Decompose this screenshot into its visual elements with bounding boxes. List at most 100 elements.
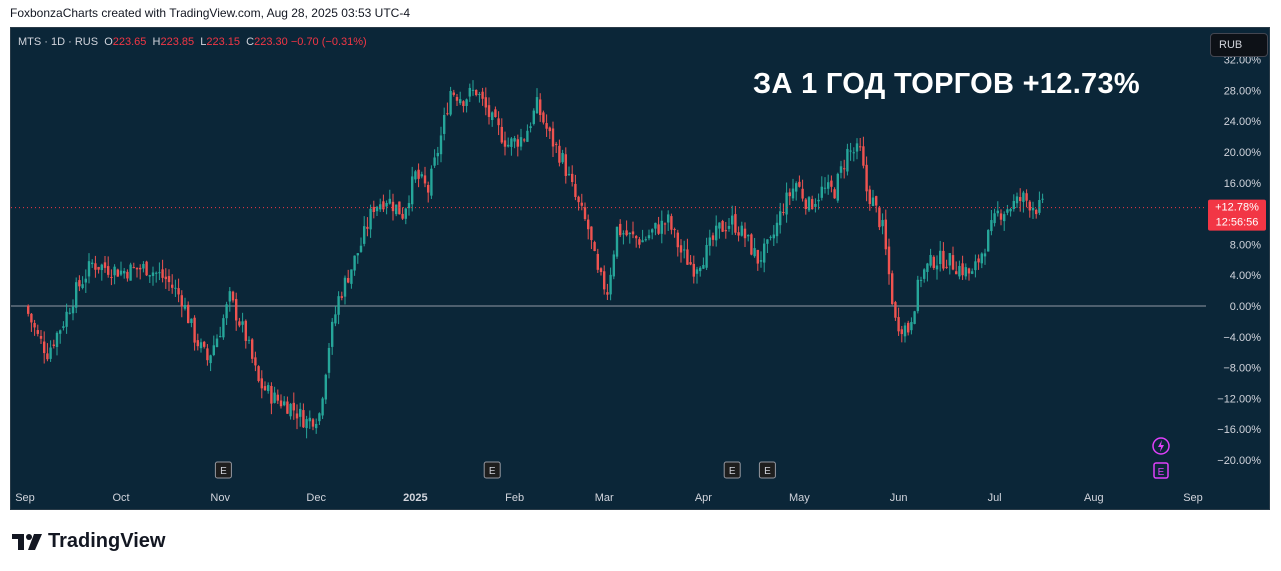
candle-body [644,239,647,241]
candle-body [932,256,935,268]
candle-body [686,249,689,265]
candle-body [593,242,596,252]
candle-body [484,97,487,108]
candle-body [958,266,961,277]
candle-body [855,143,859,152]
candle-body [516,139,519,147]
candle-body [967,268,971,274]
candle-body [46,353,49,360]
candle-body [558,145,561,163]
candle-body [1015,196,1019,204]
candle-body [257,366,260,381]
candle-body [33,322,36,328]
candle-body [935,265,939,270]
candle-body [951,255,955,270]
tradingview-brand: TradingView [48,530,166,552]
candle-body [590,226,593,241]
candle-body [689,262,692,265]
candle-body [1041,198,1044,200]
candle-body [430,168,433,196]
candle-body [113,266,116,276]
candle-body [609,274,612,295]
candle-body [839,166,843,173]
chart-caption: FoxbonzaCharts created with TradingView.… [10,6,411,20]
tradingview-logo[interactable]: TradingView [12,530,165,553]
candle-body [324,374,327,400]
candle-body [705,244,708,268]
candle-body [251,339,254,359]
candle-body [43,341,46,354]
candle-body [372,206,375,212]
ohlc-legend: MTS · 1D · RUS O223.65 H223.85 L223.15 C… [18,36,367,48]
candle-body [903,325,907,337]
candle-body [263,386,267,391]
candle-body [311,419,315,427]
earnings-marker-label: E [729,466,736,477]
open-label: O [104,36,113,48]
candle-body [356,253,359,256]
x-tick-label: Dec [306,492,326,504]
candle-body [862,146,865,166]
candle-body [321,398,324,416]
candle-body [411,176,414,205]
candle-body [382,201,385,210]
candle-body [884,219,887,250]
candle-body [49,347,52,359]
candle-body [203,341,206,347]
candle-body [772,234,775,239]
candle-body [247,339,251,341]
candle-body [135,267,139,270]
candle-body [993,213,996,224]
candle-body [635,236,638,239]
candle-body [679,245,683,253]
x-tick-label: Jul [988,492,1002,504]
candle-body [513,138,516,142]
candle-body [369,208,372,230]
candle-body [395,204,398,215]
candle-body [235,299,238,321]
candle-body [267,385,270,392]
candle-body [465,99,468,106]
candle-body [763,243,766,263]
close-value: 223.30 [254,36,288,48]
candle-body [334,314,337,324]
candle-body [875,196,878,206]
candle-body [151,272,155,276]
candle-body [427,184,430,193]
candle-body [987,230,990,252]
candle-body [731,215,734,225]
candle-body [366,226,369,229]
chart-panel[interactable]: 32.00%28.00%24.00%20.00%16.00%12.00%8.00… [10,27,1270,510]
candle-body [574,183,577,197]
candle-body [612,254,615,277]
candle-body [603,271,606,290]
currency-button[interactable]: RUB [1210,33,1268,57]
candle-body [1031,207,1035,211]
candle-body [625,230,628,236]
candle-body [769,236,772,238]
candle-body [161,269,164,278]
candle-body [27,305,30,314]
candle-body [1009,209,1012,212]
candle-body [1003,214,1006,222]
candle-body [852,152,855,154]
price-chart[interactable]: 32.00%28.00%24.00%20.00%16.00%12.00%8.00… [11,28,1270,510]
candle-body [711,235,715,240]
candle-body [820,186,823,198]
candle-body [638,239,641,245]
candle-body [606,292,609,295]
y-tick-label: 16.00% [1224,178,1262,190]
candle-body [407,203,411,209]
candle-body [734,214,737,233]
x-tick-label: May [789,492,810,504]
candle-body [97,266,100,270]
candle-body [519,137,523,147]
candle-body [103,262,107,268]
earnings-marker-label: E [220,466,227,477]
candle-body [84,278,87,283]
y-tick-label: 32.00% [1224,55,1262,67]
candle-body [337,296,340,315]
candle-body [260,378,263,389]
candle-body [81,284,84,288]
y-tick-label: 24.00% [1224,116,1262,128]
